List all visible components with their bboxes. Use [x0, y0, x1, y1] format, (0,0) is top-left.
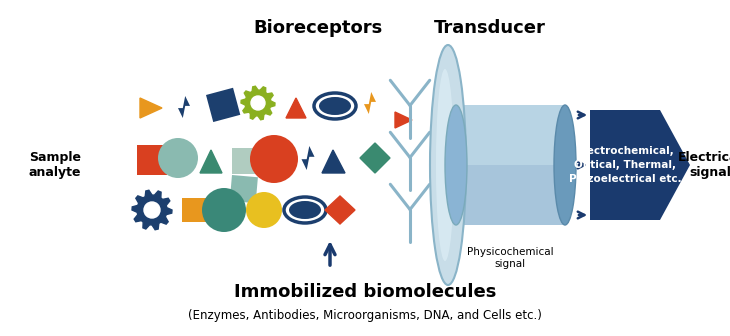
- Polygon shape: [360, 143, 390, 173]
- Bar: [182, 198, 206, 222]
- Circle shape: [144, 202, 160, 218]
- Circle shape: [158, 138, 198, 178]
- Bar: [232, 148, 258, 174]
- Text: Physicochemical
signal: Physicochemical signal: [466, 247, 553, 269]
- Polygon shape: [395, 112, 412, 128]
- Text: Transducer: Transducer: [434, 19, 546, 37]
- Ellipse shape: [445, 105, 467, 225]
- Bar: [456, 165, 565, 225]
- Text: Electrochemical,
Optical, Thermal,
Piezoelectrical etc.: Electrochemical, Optical, Thermal, Piezo…: [569, 146, 681, 184]
- Polygon shape: [325, 196, 355, 224]
- Polygon shape: [132, 190, 172, 230]
- Circle shape: [246, 192, 282, 228]
- Polygon shape: [364, 92, 376, 114]
- Bar: [230, 175, 258, 203]
- Text: Immobilized biomolecules: Immobilized biomolecules: [234, 283, 496, 301]
- Polygon shape: [200, 150, 222, 173]
- Polygon shape: [590, 110, 690, 220]
- Bar: [456, 105, 565, 225]
- Polygon shape: [322, 150, 345, 173]
- Circle shape: [250, 135, 298, 183]
- Ellipse shape: [430, 45, 466, 285]
- Text: Electrical
signal: Electrical signal: [677, 151, 730, 179]
- Polygon shape: [301, 146, 315, 170]
- Text: (Enzymes, Antibodies, Microorganisms, DNA, and Cells etc.): (Enzymes, Antibodies, Microorganisms, DN…: [188, 309, 542, 323]
- Text: Sample
analyte: Sample analyte: [28, 151, 81, 179]
- Polygon shape: [140, 98, 162, 118]
- Bar: [206, 88, 240, 122]
- Text: Bioreceptors: Bioreceptors: [253, 19, 383, 37]
- Ellipse shape: [319, 97, 351, 115]
- Bar: [137, 145, 167, 175]
- Polygon shape: [286, 98, 306, 118]
- Ellipse shape: [436, 69, 454, 261]
- Polygon shape: [178, 96, 190, 118]
- Ellipse shape: [554, 105, 576, 225]
- Ellipse shape: [289, 201, 321, 219]
- Circle shape: [202, 188, 246, 232]
- Circle shape: [251, 96, 265, 110]
- Polygon shape: [241, 86, 275, 120]
